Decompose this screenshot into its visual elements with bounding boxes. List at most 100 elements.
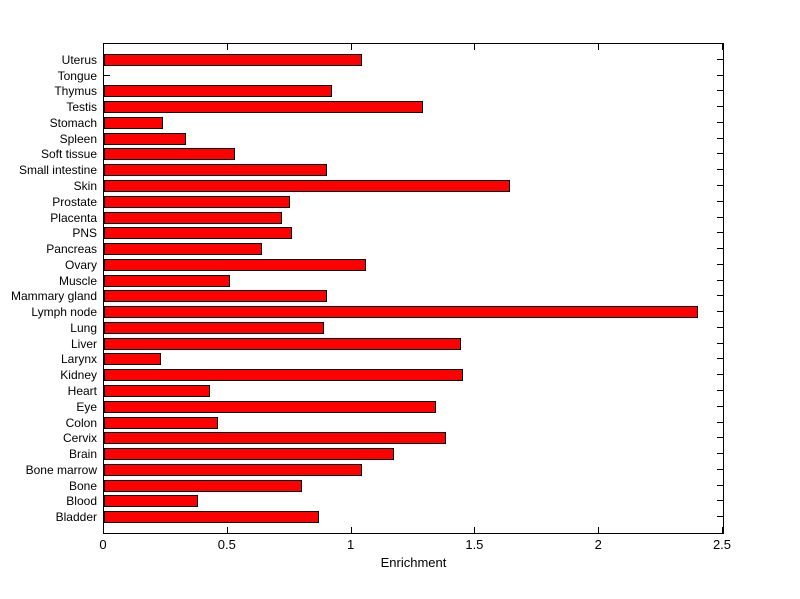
bar-kidney (104, 369, 464, 382)
y-tick-right (717, 453, 723, 455)
bar-pancreas (104, 243, 263, 256)
y-tick-right (717, 232, 723, 234)
category-label: Blood (66, 494, 97, 509)
y-tick-right (717, 279, 723, 281)
y-tick-right (717, 90, 723, 92)
x-tick-label: 1 (346, 537, 355, 552)
category-label: Tongue (57, 68, 97, 83)
y-tick-right (717, 484, 723, 486)
category-label: Lymph node (31, 305, 97, 320)
bar-skin (104, 179, 511, 192)
x-tick-top (598, 44, 600, 50)
x-tick-bottom (226, 527, 228, 533)
bar-spleen (104, 132, 186, 145)
x-tick-top (350, 44, 352, 50)
category-label: Small intestine (18, 163, 97, 178)
x-tick-bottom (103, 527, 104, 533)
category-label: Stomach (49, 115, 97, 130)
bar-testis (104, 101, 424, 114)
category-label: Prostate (52, 194, 97, 209)
bar-stomach (104, 116, 164, 129)
category-label: Muscle (58, 273, 97, 288)
y-tick-right (717, 295, 723, 297)
bar-bone (104, 479, 303, 492)
x-tick-label: 0.5 (217, 537, 236, 552)
category-label: Larynx (60, 352, 97, 367)
x-tick-bottom (474, 527, 476, 533)
plot-area (103, 43, 724, 534)
x-tick-bottom (598, 527, 600, 533)
bar-mammary-gland (104, 290, 327, 303)
bar-prostate (104, 195, 290, 208)
category-label: Cervix (62, 431, 97, 446)
bar-thymus (104, 85, 332, 98)
y-tick-right (717, 169, 723, 171)
bar-heart (104, 385, 211, 398)
category-label: Spleen (59, 131, 97, 146)
y-tick-right (717, 121, 723, 123)
bar-blood (104, 495, 199, 508)
bar-placenta (104, 211, 283, 224)
bar-ovary (104, 258, 367, 271)
y-tick-right (717, 153, 723, 155)
category-label: Heart (67, 384, 97, 399)
x-tick-bottom (350, 527, 352, 533)
category-label: Liver (70, 336, 97, 351)
y-tick-right (717, 390, 723, 392)
category-label: Colon (65, 415, 97, 430)
x-tick-label: 2 (594, 537, 602, 552)
y-tick-right (717, 200, 723, 202)
x-axis-title: Enrichment (380, 555, 447, 570)
bar-liver (104, 337, 461, 350)
category-label: Bone (68, 478, 97, 493)
category-label: Thymus (54, 84, 97, 99)
category-label: Mammary gland (10, 289, 97, 304)
y-tick-right (717, 358, 723, 360)
y-tick-left (104, 74, 110, 76)
y-tick-right (717, 137, 723, 139)
y-tick-right (717, 500, 723, 502)
x-tick-top (474, 44, 476, 50)
y-tick-right (717, 468, 723, 470)
bar-lymph-node (104, 306, 699, 319)
bar-lung (104, 321, 325, 334)
category-label: Kidney (60, 368, 97, 383)
bar-cervix (104, 432, 446, 445)
bar-brain (104, 448, 394, 461)
x-tick-label: 0 (99, 537, 107, 552)
bar-bladder (104, 511, 320, 524)
category-label: Eye (76, 399, 97, 414)
category-label: Ovary (64, 257, 97, 272)
y-tick-right (717, 248, 723, 250)
category-label: Pancreas (46, 242, 97, 257)
y-tick-right (717, 184, 723, 186)
bar-eye (104, 400, 436, 413)
x-tick-label: 1.5 (465, 537, 484, 552)
category-label: Skin (73, 178, 97, 193)
bar-small-intestine (104, 164, 327, 177)
category-label: Brain (68, 447, 97, 462)
y-tick-right (717, 437, 723, 439)
y-tick-right (717, 106, 723, 108)
category-label: Bladder (55, 510, 97, 525)
bar-muscle (104, 274, 231, 287)
y-tick-right (717, 516, 723, 518)
y-tick-right (717, 216, 723, 218)
bar-uterus (104, 53, 362, 66)
y-tick-right (717, 374, 723, 376)
category-label: Soft tissue (40, 147, 97, 162)
y-tick-right (717, 263, 723, 265)
x-tick-top (103, 44, 104, 50)
y-tick-right (717, 74, 723, 76)
category-label: Uterus (61, 52, 97, 67)
bar-colon (104, 416, 218, 429)
x-tick-label: 2.5 (712, 537, 732, 552)
y-tick-right (717, 326, 723, 328)
category-label: Lung (70, 320, 97, 335)
category-label: Bone marrow (25, 462, 97, 477)
x-tick-top (722, 44, 723, 50)
y-tick-right (717, 311, 723, 313)
bar-soft-tissue (104, 148, 236, 161)
x-tick-bottom (722, 527, 723, 533)
